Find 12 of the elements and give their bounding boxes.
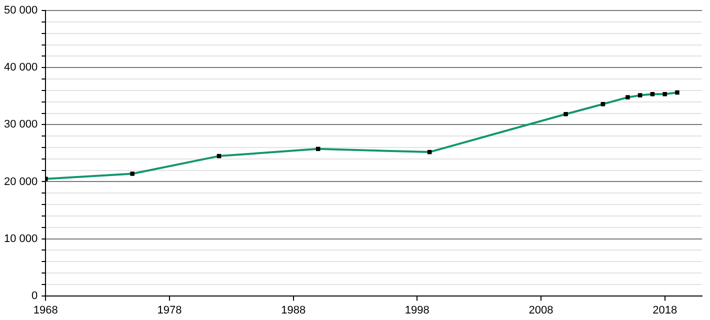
y-tick-label: 10 000 xyxy=(4,232,38,245)
x-tick-label: 1998 xyxy=(404,304,430,316)
x-tick-label: 2008 xyxy=(528,304,554,316)
y-tick-label: 50 000 xyxy=(4,4,38,17)
x-tick-label: 1968 xyxy=(33,304,58,316)
x-tick-label: 2018 xyxy=(652,304,678,316)
x-tick-label: 1978 xyxy=(157,304,182,316)
y-tick-label: 0 xyxy=(32,290,38,302)
y-tick-label: 40 000 xyxy=(4,62,38,74)
y-tick-label: 30 000 xyxy=(4,118,38,131)
y-tick-label: 20 000 xyxy=(4,176,38,188)
x-tick-label: 1988 xyxy=(281,304,306,316)
